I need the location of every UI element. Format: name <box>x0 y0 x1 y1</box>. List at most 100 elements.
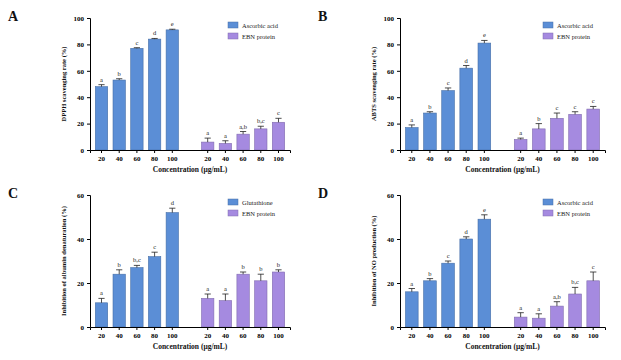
bar <box>551 118 564 150</box>
x-tick: 60 <box>240 150 248 163</box>
tick-mark <box>556 150 557 153</box>
error-bar <box>481 40 487 43</box>
error-bar <box>222 141 228 144</box>
legend-label: Ascorbic acid <box>557 22 594 29</box>
error-line <box>278 118 279 122</box>
significance-letter: b <box>428 103 431 110</box>
tick-mark <box>136 150 137 153</box>
significance-letters: abb,ccdaabbb <box>100 199 280 296</box>
tick-mark <box>411 150 412 153</box>
legend-swatch <box>543 22 553 28</box>
bar <box>255 281 267 327</box>
tick-mark <box>278 150 279 153</box>
tick-label: 100 <box>588 155 599 163</box>
x-tick: 20 <box>408 150 416 163</box>
tick-mark <box>520 327 521 330</box>
x-tick: 100 <box>273 150 284 163</box>
error-cap <box>169 29 175 30</box>
error-cap <box>536 313 542 314</box>
tick-label: 100 <box>384 15 395 23</box>
error-bar <box>517 313 523 317</box>
bar <box>272 272 284 327</box>
tick-label: 80 <box>77 41 85 49</box>
tick-mark <box>119 327 120 330</box>
axis-line <box>91 328 291 331</box>
tick-mark <box>87 18 90 19</box>
bar <box>460 239 473 327</box>
bar <box>424 281 437 327</box>
y-tick: 20 <box>77 280 90 288</box>
tick-mark <box>207 150 208 153</box>
tick-mark <box>87 124 90 125</box>
error-cap <box>275 118 281 119</box>
tick-label: 80 <box>151 332 159 340</box>
tick-mark <box>397 97 400 98</box>
marks <box>405 215 599 327</box>
significance-letter: a <box>519 129 522 136</box>
error-line <box>260 274 261 281</box>
y-axis: 020406080100 <box>384 15 401 155</box>
error-cap <box>554 113 560 114</box>
bar <box>478 43 491 150</box>
x-tick: 20 <box>517 327 525 340</box>
panel-title: A <box>8 9 19 24</box>
y-axis: 0204060 <box>77 192 91 332</box>
x-tick: 100 <box>479 327 490 340</box>
error-bar <box>517 138 523 139</box>
x-axis-title: Concentration (μg/mL) <box>465 165 540 174</box>
tick-mark <box>538 150 539 153</box>
error-bar <box>536 314 542 318</box>
legend-swatch <box>228 22 238 28</box>
error-line <box>172 208 173 212</box>
y-tick: 20 <box>387 280 400 288</box>
tick-mark <box>225 150 226 153</box>
significance-letter: b <box>277 261 280 268</box>
error-bar <box>590 272 596 281</box>
error-bar <box>169 208 175 212</box>
bar <box>587 109 600 150</box>
error-line <box>411 289 412 292</box>
significance-letter: b,c <box>571 278 579 285</box>
error-line <box>207 294 208 298</box>
error-line <box>520 313 521 317</box>
x-tick: 80 <box>257 327 265 340</box>
tick-label: 80 <box>257 332 265 340</box>
error-cap <box>554 301 560 302</box>
tick-label: 40 <box>222 155 230 163</box>
axis-line <box>87 19 91 151</box>
error-cap <box>258 126 264 127</box>
error-bar <box>98 85 104 87</box>
tick-mark <box>397 327 400 328</box>
x-tick: 20 <box>98 327 106 340</box>
error-line <box>575 287 576 294</box>
significance-letter: d <box>171 199 175 206</box>
x-tick: 60 <box>133 150 141 163</box>
error-bar <box>258 126 264 129</box>
tick-label: 20 <box>77 120 85 128</box>
significance-letter: c <box>135 39 138 46</box>
tick-label: 20 <box>98 332 106 340</box>
tick-mark <box>411 327 412 330</box>
bar <box>148 39 160 150</box>
error-cap <box>169 208 175 209</box>
error-cap <box>240 272 246 273</box>
x-tick: 100 <box>479 150 490 163</box>
error-cap <box>134 265 140 266</box>
tick-mark <box>260 150 261 153</box>
legend-label: EBN protein <box>557 210 591 217</box>
tick-mark <box>243 327 244 330</box>
significance-letter: b,c <box>133 256 141 263</box>
significance-letter: b <box>241 263 244 270</box>
error-bar <box>258 274 264 281</box>
significance-letter: c <box>555 104 558 111</box>
error-cap <box>98 298 104 299</box>
legend-label: Ascorbic acid <box>242 22 279 29</box>
error-cap <box>517 138 523 139</box>
significance-letter: b,c <box>257 117 265 124</box>
tick-label: 100 <box>74 15 85 23</box>
tick-mark <box>154 150 155 153</box>
x-axis-title: Concentration (μg/mL) <box>465 342 540 351</box>
tick-label: 40 <box>426 332 434 340</box>
legend-swatch <box>543 210 553 216</box>
error-bar <box>409 125 415 128</box>
